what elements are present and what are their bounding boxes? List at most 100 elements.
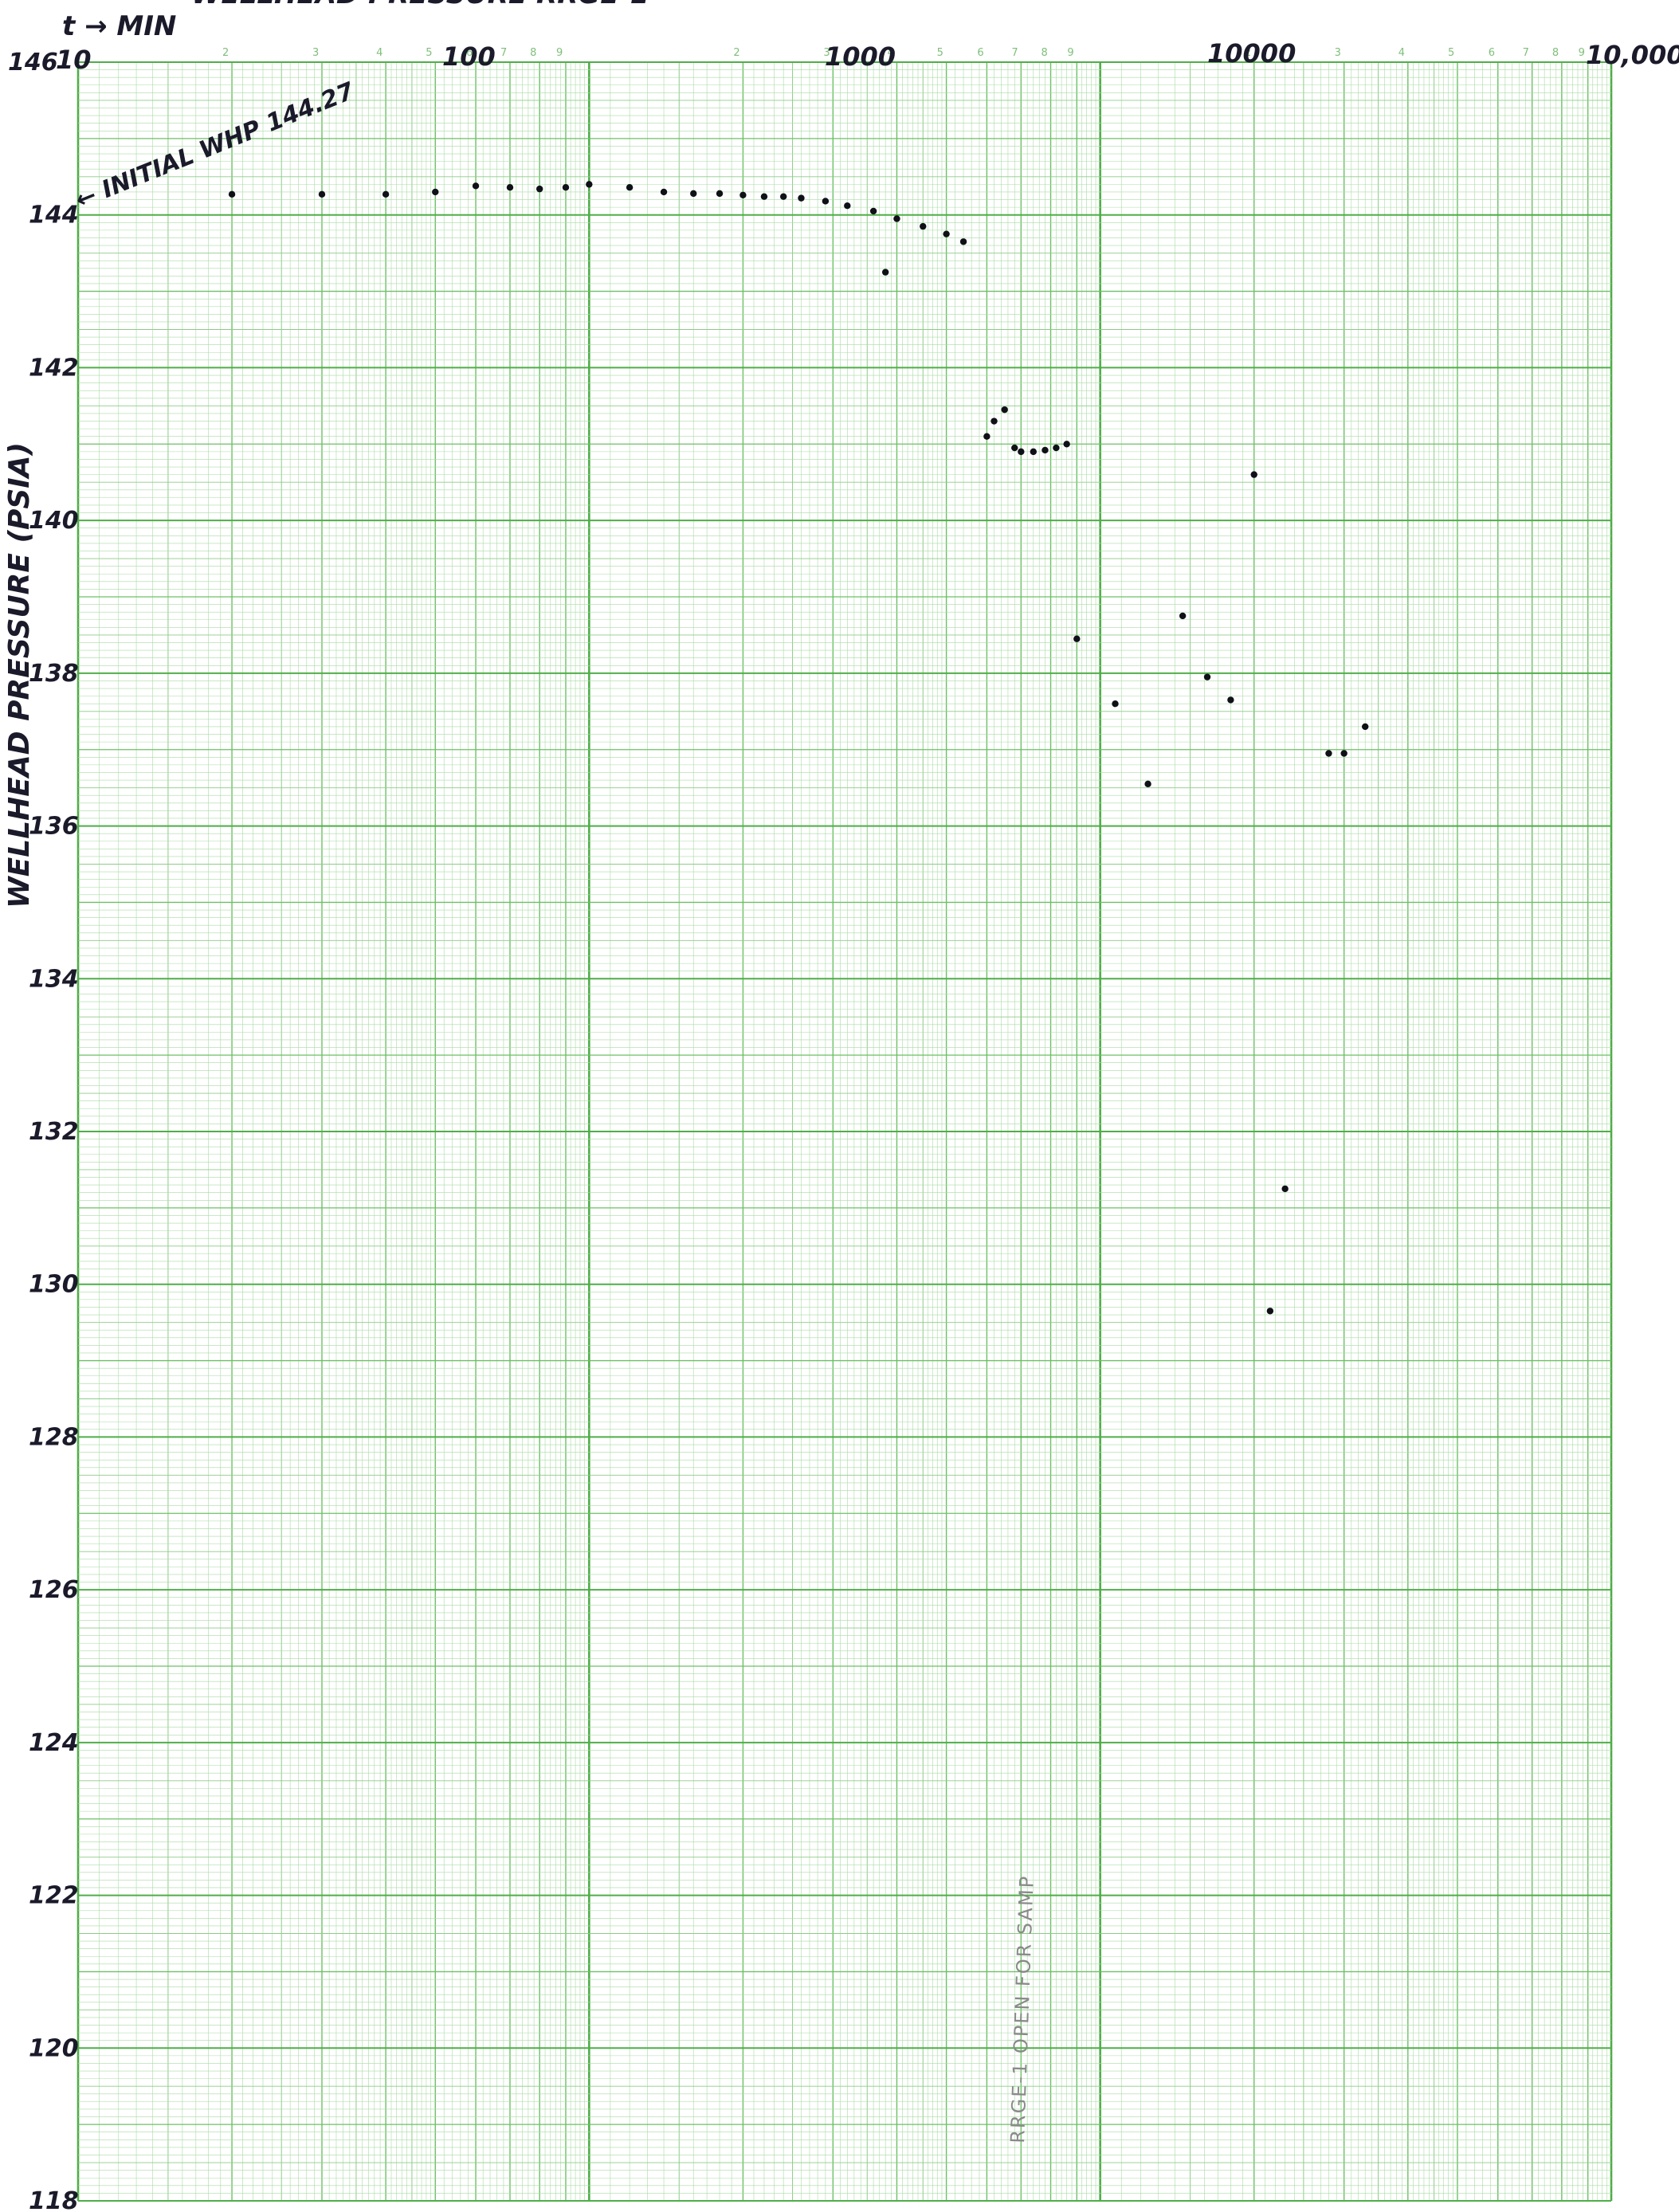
- data-point: [1203, 673, 1211, 680]
- data-point: [959, 238, 967, 245]
- data-points: [228, 181, 1369, 1315]
- printed-cycle-label: 4: [376, 47, 382, 59]
- data-point: [760, 193, 768, 200]
- data-point: [562, 184, 570, 191]
- data-point: [432, 188, 439, 196]
- y-tick-label: 144: [29, 202, 79, 229]
- printed-cycle-label: 7: [1011, 47, 1018, 59]
- data-point: [472, 182, 480, 190]
- data-point: [1281, 1185, 1289, 1193]
- printed-cycle-label: 7: [1523, 47, 1529, 59]
- data-point: [869, 207, 877, 215]
- y-tick-label: 128: [29, 1423, 79, 1451]
- y-tick-label: 122: [29, 1882, 79, 1910]
- x-tick-label: 10: [56, 45, 92, 75]
- data-point: [1179, 612, 1187, 620]
- y-tick-label: 130: [29, 1271, 79, 1299]
- printed-cycle-label: 6: [466, 47, 473, 59]
- data-point: [1011, 444, 1018, 452]
- printed-cycle-label: 3: [312, 47, 319, 59]
- x-tick-label: 100: [442, 41, 496, 72]
- data-point: [881, 269, 889, 276]
- printed-cycle-label: 3: [823, 47, 830, 59]
- data-point: [920, 222, 927, 230]
- data-point: [983, 433, 991, 440]
- printed-cycle-label: 6: [1489, 47, 1495, 59]
- printed-cycle-label: 9: [1579, 47, 1585, 59]
- printed-cycle-label: 7: [500, 47, 507, 59]
- data-point: [779, 193, 787, 200]
- data-point: [1266, 1308, 1274, 1315]
- x-tick-label: 10000: [1207, 38, 1296, 69]
- y-tick-label: 118: [29, 2187, 79, 2212]
- data-point: [506, 184, 514, 191]
- data-point: [822, 198, 830, 205]
- data-point: [1112, 700, 1119, 708]
- data-point: [798, 194, 805, 202]
- y-axis-label: WELLHEAD PRESSURE (PSIA): [3, 442, 36, 908]
- x-tick-label: 1000: [825, 41, 896, 72]
- data-point: [893, 215, 900, 222]
- data-point: [1001, 406, 1008, 414]
- data-point: [1362, 723, 1369, 731]
- printed-cycle-label: 2: [1245, 47, 1251, 59]
- printed-cycle-label: 8: [1042, 47, 1048, 59]
- printed-cycle-label: 8: [1552, 47, 1559, 59]
- y-tick-label: 146: [8, 49, 58, 76]
- y-tick-label: 132: [29, 1118, 79, 1146]
- y-tick-label: 124: [29, 1729, 79, 1757]
- printed-cycle-label: 3: [1335, 47, 1341, 59]
- data-point: [943, 230, 950, 237]
- data-point: [716, 190, 724, 198]
- printed-cycle-label: 9: [556, 47, 563, 59]
- y-tick-label: 120: [29, 2034, 79, 2062]
- y-tick-labels: 146 144 142 140 138 136 134 132 130 128 126 124 122 1…: [8, 49, 79, 2212]
- data-point: [1325, 750, 1332, 757]
- data-point: [1073, 635, 1081, 642]
- data-point: [690, 190, 697, 198]
- printed-cycle-label: 5: [1448, 47, 1454, 59]
- x-tick-label: 10,0000: [1586, 40, 1679, 70]
- y-tick-label: 140: [29, 507, 79, 535]
- data-point: [1227, 696, 1234, 704]
- printed-cycle-label: 5: [937, 47, 943, 59]
- data-point: [739, 191, 747, 198]
- y-tick-label: 142: [29, 354, 79, 382]
- printed-cycle-label: 2: [222, 47, 229, 59]
- x-tick-labels: 10 100 1000 10000 10,0000: [56, 38, 1679, 75]
- y-tick-label: 138: [29, 660, 79, 688]
- printed-cycle-label: 4: [1399, 47, 1405, 59]
- y-tick-label: 136: [29, 813, 79, 841]
- data-point: [1042, 446, 1049, 454]
- chart-title: WELLHEAD PRESSURE RRGE-1: [191, 0, 649, 10]
- data-point: [1030, 448, 1038, 456]
- x-axis-label: t → MIN: [62, 10, 176, 42]
- data-point: [844, 202, 851, 210]
- data-point: [228, 190, 236, 198]
- printed-cycle-label: 5: [426, 47, 432, 59]
- y-tick-label: 134: [29, 965, 79, 993]
- data-point: [1144, 780, 1151, 788]
- data-point: [1053, 444, 1060, 452]
- data-point: [382, 190, 390, 198]
- data-point: [1063, 441, 1070, 448]
- data-point: [535, 185, 543, 193]
- data-point: [626, 184, 634, 191]
- data-point: [1250, 471, 1257, 478]
- printed-cycle-labels: 2 3 4 5 6 7 8 9 2 3 4 5 6 7 8 9 2 3 4 5 6 7 8 9: [222, 47, 1585, 59]
- printed-cycle-label: 9: [1067, 47, 1073, 59]
- data-point: [586, 181, 593, 188]
- data-point: [318, 190, 326, 198]
- data-point: [1018, 448, 1025, 456]
- printed-cycle-label: 4: [887, 47, 893, 59]
- data-point: [1340, 750, 1348, 757]
- printed-cycle-label: 8: [530, 47, 536, 59]
- data-point: [660, 188, 668, 196]
- graph-paper-grid: [76, 61, 1613, 2202]
- y-tick-label: 126: [29, 1576, 79, 1604]
- printed-cycle-label: 6: [977, 47, 983, 59]
- printed-cycle-label: 2: [733, 47, 739, 59]
- data-point: [991, 418, 998, 425]
